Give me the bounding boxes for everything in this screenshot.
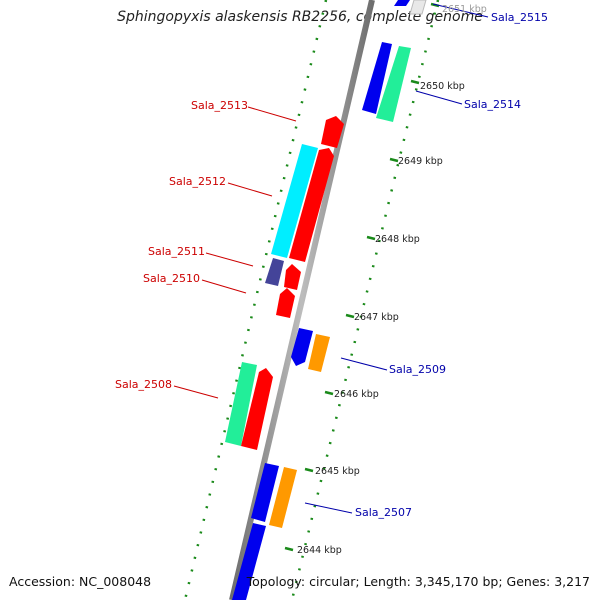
scale-labels: 2651 kbp 2650 kbp 2649 kbp 2648 kbp 2647…	[297, 4, 487, 556]
gene-label-sala-2515: Sala_2515	[491, 11, 548, 24]
gene-label-sala-2509: Sala_2509	[389, 363, 446, 376]
gene-sala-2508[interactable]	[225, 362, 273, 450]
scale-label: 2647 kbp	[354, 312, 399, 323]
gene-sala-2513[interactable]	[321, 116, 344, 148]
gene-label-sala-2513: Sala_2513	[191, 99, 248, 112]
gene-labels-right: Sala_2515 Sala_2514 Sala_2509 Sala_2507	[355, 11, 548, 519]
gene-sala-2509[interactable]	[291, 328, 330, 372]
gene-sala-2514[interactable]	[362, 42, 411, 122]
gene-label-sala-2511: Sala_2511	[148, 245, 205, 258]
gene-label-sala-2514: Sala_2514	[464, 98, 521, 111]
topology-label: Topology: circular; Length: 3,345,170 bp…	[246, 574, 590, 589]
genome-backbone	[229, 0, 375, 600]
accession-label: Accession: NC_008048	[9, 574, 152, 589]
gene-label-sala-2507: Sala_2507	[355, 506, 412, 519]
scale-label: 2645 kbp	[315, 466, 360, 477]
gene-sala-2515[interactable]	[394, 0, 427, 15]
gene-label-sala-2512: Sala_2512	[169, 175, 226, 188]
map-title: Sphingopyxis alaskensis RB2256, complete…	[117, 9, 483, 25]
gene-label-sala-2510: Sala_2510	[143, 272, 200, 285]
gene-sala-2511[interactable]	[265, 258, 284, 286]
leader-lines-left	[173, 106, 297, 399]
gene-label-sala-2508: Sala_2508	[115, 378, 172, 391]
gene-sala-2512[interactable]	[271, 144, 334, 262]
gene-sala-2510[interactable]	[276, 264, 301, 318]
leader-lines-right	[304, 3, 489, 514]
scale-ticks	[284, 2, 440, 552]
scale-label: 2651 kbp	[442, 4, 487, 15]
scale-label: 2646 kbp	[334, 389, 379, 400]
gene-sala-2507[interactable]	[232, 463, 297, 600]
scale-label: 2644 kbp	[297, 545, 342, 556]
scale-label: 2648 kbp	[375, 234, 420, 245]
scale-label: 2649 kbp	[398, 156, 443, 167]
gene-labels-left: Sala_2513 Sala_2512 Sala_2511 Sala_2510 …	[115, 99, 248, 391]
scale-label: 2650 kbp	[420, 81, 465, 92]
